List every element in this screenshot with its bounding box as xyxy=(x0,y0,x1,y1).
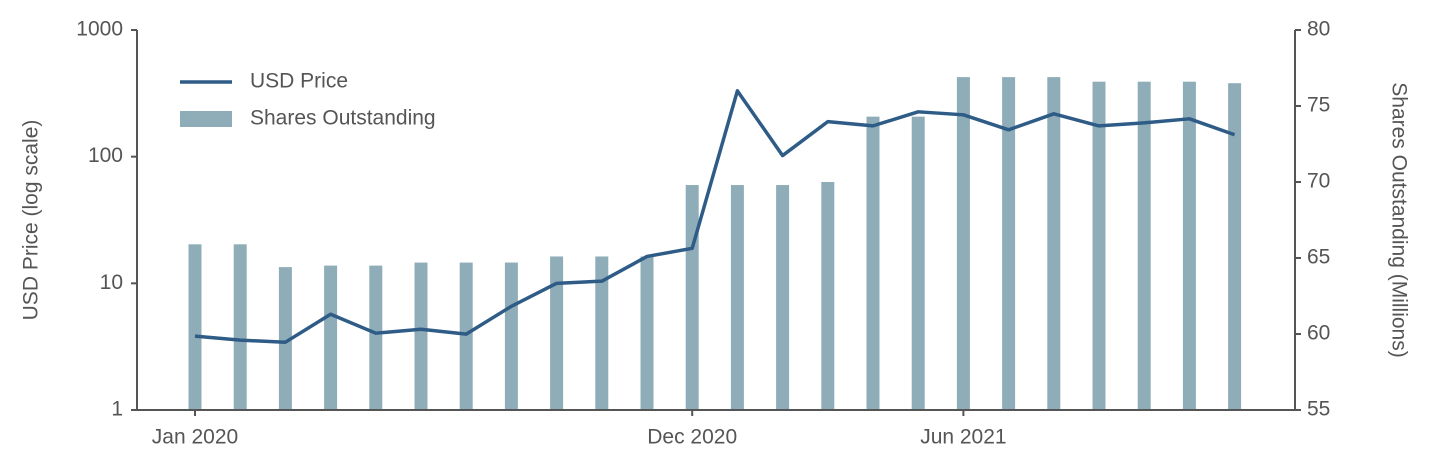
bar xyxy=(324,265,338,410)
bar xyxy=(1092,81,1106,411)
bar xyxy=(1228,83,1242,410)
bar xyxy=(1182,81,1196,411)
bar xyxy=(369,265,383,410)
bar xyxy=(730,185,744,410)
bar xyxy=(866,116,880,410)
bar xyxy=(414,262,428,410)
legend-swatch xyxy=(180,111,232,127)
y-tick-label: 1 xyxy=(111,398,123,421)
bar xyxy=(776,185,790,410)
y2-tick-label: 80 xyxy=(1307,18,1330,41)
bar xyxy=(188,244,202,410)
line xyxy=(194,89,1236,344)
y2-tick-label: 75 xyxy=(1307,94,1330,117)
bar xyxy=(1002,77,1016,411)
bar xyxy=(278,267,292,410)
bar xyxy=(1047,77,1061,411)
bar xyxy=(504,262,518,410)
bar xyxy=(550,256,564,410)
legend-label: Shares Outstanding xyxy=(250,107,436,130)
y-axis-label: USD Price (log scale) xyxy=(20,120,43,321)
y2-tick-label: 65 xyxy=(1307,246,1330,269)
y2-tick-label: 70 xyxy=(1307,170,1330,193)
bar xyxy=(459,262,473,410)
bar xyxy=(956,77,970,411)
y2-tick-label: 60 xyxy=(1307,322,1330,345)
bar xyxy=(821,182,835,410)
x-tick-label: Dec 2020 xyxy=(647,426,737,449)
bar xyxy=(685,185,699,410)
y-tick-label: 10 xyxy=(100,271,123,294)
bar xyxy=(911,116,925,410)
y-tick-label: 1000 xyxy=(76,18,123,41)
legend-label: USD Price xyxy=(250,70,348,93)
y2-tick-label: 55 xyxy=(1307,398,1330,421)
y-tick-label: 100 xyxy=(88,144,123,167)
bar xyxy=(1137,81,1151,411)
x-tick-label: Jan 2020 xyxy=(152,426,238,449)
bar xyxy=(233,244,247,410)
bar xyxy=(640,256,654,410)
x-tick-label: Jun 2021 xyxy=(920,426,1006,449)
y2-axis-label: Shares Outstanding (Millions) xyxy=(1387,82,1410,357)
bar xyxy=(595,256,609,410)
